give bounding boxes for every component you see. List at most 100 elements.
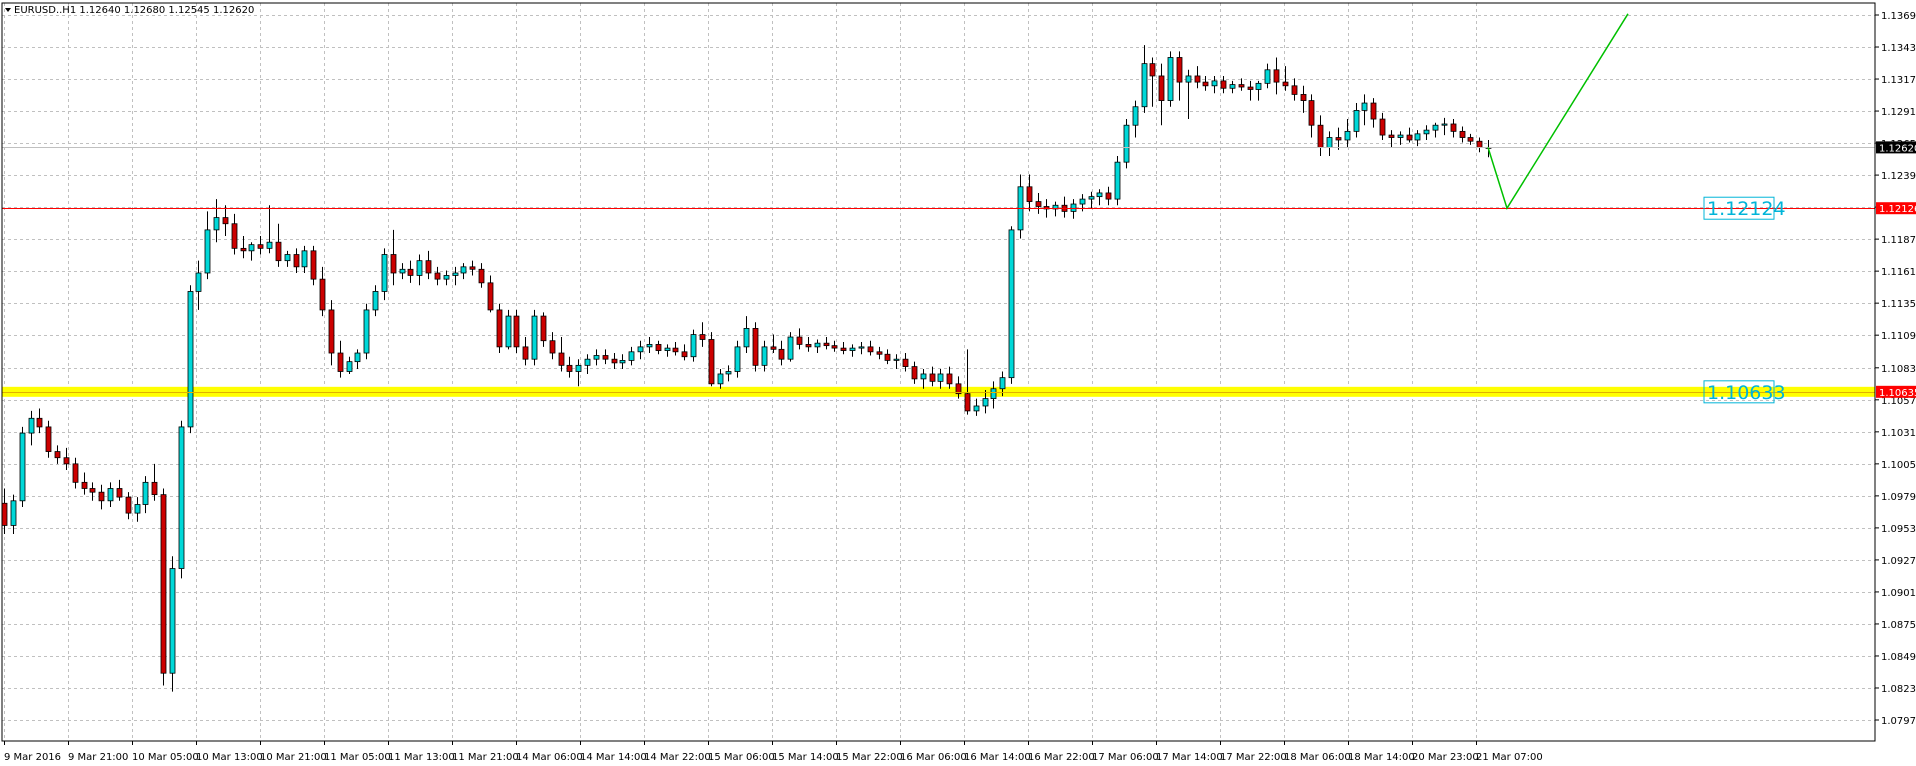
y-tick-label: 1.11355 bbox=[1881, 299, 1916, 310]
candle bbox=[911, 361, 918, 384]
candle-body bbox=[28, 417, 35, 434]
candle bbox=[752, 322, 759, 372]
candle-body bbox=[1247, 86, 1254, 90]
candle-body bbox=[1123, 124, 1130, 163]
candle-body bbox=[1238, 84, 1245, 88]
candle bbox=[1361, 94, 1368, 126]
candle bbox=[1123, 119, 1130, 169]
candle bbox=[54, 445, 61, 464]
candle-body bbox=[399, 268, 406, 274]
candle-body bbox=[81, 481, 88, 489]
candle bbox=[1406, 127, 1413, 143]
candle-body bbox=[213, 217, 220, 231]
candle bbox=[814, 339, 821, 354]
candle bbox=[929, 366, 936, 387]
candle-body bbox=[390, 254, 397, 274]
candle-body bbox=[1229, 84, 1236, 89]
candle bbox=[1432, 122, 1439, 138]
candle-body bbox=[1, 502, 8, 526]
candle-body bbox=[195, 272, 202, 292]
y-tick-label: 1.09530 bbox=[1881, 524, 1916, 535]
x-tick-label: 17 Mar 22:00 bbox=[1220, 752, 1287, 763]
candle bbox=[778, 340, 785, 366]
candle-body bbox=[496, 309, 503, 348]
candle bbox=[1264, 63, 1271, 89]
candle bbox=[973, 398, 980, 416]
candle-body bbox=[416, 260, 423, 276]
candle bbox=[513, 309, 520, 354]
candle bbox=[575, 359, 582, 387]
candle-body bbox=[346, 361, 353, 372]
candle bbox=[655, 340, 662, 355]
candle-body bbox=[778, 348, 785, 360]
candle-body bbox=[125, 496, 132, 514]
candle bbox=[893, 354, 900, 370]
x-tick-label: 21 Mar 07:00 bbox=[1476, 752, 1543, 763]
candle bbox=[293, 248, 300, 273]
candle bbox=[319, 266, 326, 317]
candle bbox=[125, 492, 132, 520]
candle bbox=[310, 245, 317, 286]
candle bbox=[1308, 94, 1315, 138]
candle-body bbox=[36, 417, 43, 428]
candle bbox=[89, 482, 96, 501]
y-tick-label: 1.09010 bbox=[1881, 588, 1916, 599]
candle-body bbox=[1176, 57, 1183, 83]
candle-body bbox=[160, 494, 167, 674]
candle bbox=[1414, 130, 1421, 147]
y-tick-label: 1.11095 bbox=[1881, 331, 1916, 342]
candle-body bbox=[337, 352, 344, 372]
candle-body bbox=[637, 346, 644, 353]
symbol-header[interactable]: EURUSD..H1 1.12640 1.12680 1.12545 1.126… bbox=[5, 5, 254, 16]
x-tick-label: 20 Mar 23:00 bbox=[1412, 752, 1479, 763]
candle-body bbox=[655, 344, 662, 351]
candle bbox=[1132, 100, 1139, 138]
x-tick-label: 14 Mar 14:00 bbox=[580, 752, 647, 763]
candle-body bbox=[681, 351, 688, 358]
candle bbox=[1247, 80, 1254, 101]
chevron-down-icon[interactable] bbox=[5, 8, 11, 12]
candle bbox=[725, 365, 732, 382]
support-price-tag-bg bbox=[1876, 385, 1916, 398]
candle bbox=[390, 229, 397, 286]
candle bbox=[540, 312, 547, 347]
price-axis[interactable]: 1.136951.134351.131751.129151.126551.123… bbox=[1875, 11, 1916, 727]
candle bbox=[284, 250, 291, 267]
bid-price-tag-bg bbox=[1876, 141, 1916, 154]
candle-body bbox=[478, 268, 485, 284]
candle-body bbox=[1096, 192, 1103, 198]
support-price-tag-text: 1.10635 bbox=[1879, 388, 1916, 399]
candle-body bbox=[178, 426, 185, 569]
candle bbox=[611, 353, 618, 370]
candle-body bbox=[770, 346, 777, 350]
candle-body bbox=[1194, 75, 1201, 83]
candle-body bbox=[955, 383, 962, 395]
candle-body bbox=[460, 266, 467, 274]
candle bbox=[1158, 63, 1165, 126]
candle bbox=[399, 263, 406, 280]
x-tick-label: 10 Mar 13:00 bbox=[196, 752, 263, 763]
candle-body bbox=[814, 342, 821, 348]
candle-body bbox=[708, 339, 715, 385]
candle-body bbox=[628, 351, 635, 361]
x-tick-label: 9 Mar 21:00 bbox=[68, 752, 128, 763]
candle bbox=[407, 260, 414, 283]
candle-body bbox=[452, 272, 459, 276]
candle-body bbox=[1088, 196, 1095, 200]
candle-body bbox=[946, 373, 953, 385]
candle bbox=[1229, 80, 1236, 94]
candle bbox=[646, 337, 653, 354]
y-tick-label: 1.08490 bbox=[1881, 652, 1916, 663]
candle-body bbox=[1185, 75, 1192, 83]
candle-body bbox=[248, 244, 255, 252]
x-tick-label: 16 Mar 22:00 bbox=[1028, 752, 1095, 763]
candle-body bbox=[522, 346, 529, 360]
candle-body bbox=[805, 344, 812, 348]
candle bbox=[858, 341, 865, 355]
candle-body bbox=[1026, 186, 1033, 202]
candle bbox=[1238, 78, 1245, 91]
x-tick-label: 14 Mar 22:00 bbox=[644, 752, 711, 763]
candle-body bbox=[1132, 106, 1139, 126]
